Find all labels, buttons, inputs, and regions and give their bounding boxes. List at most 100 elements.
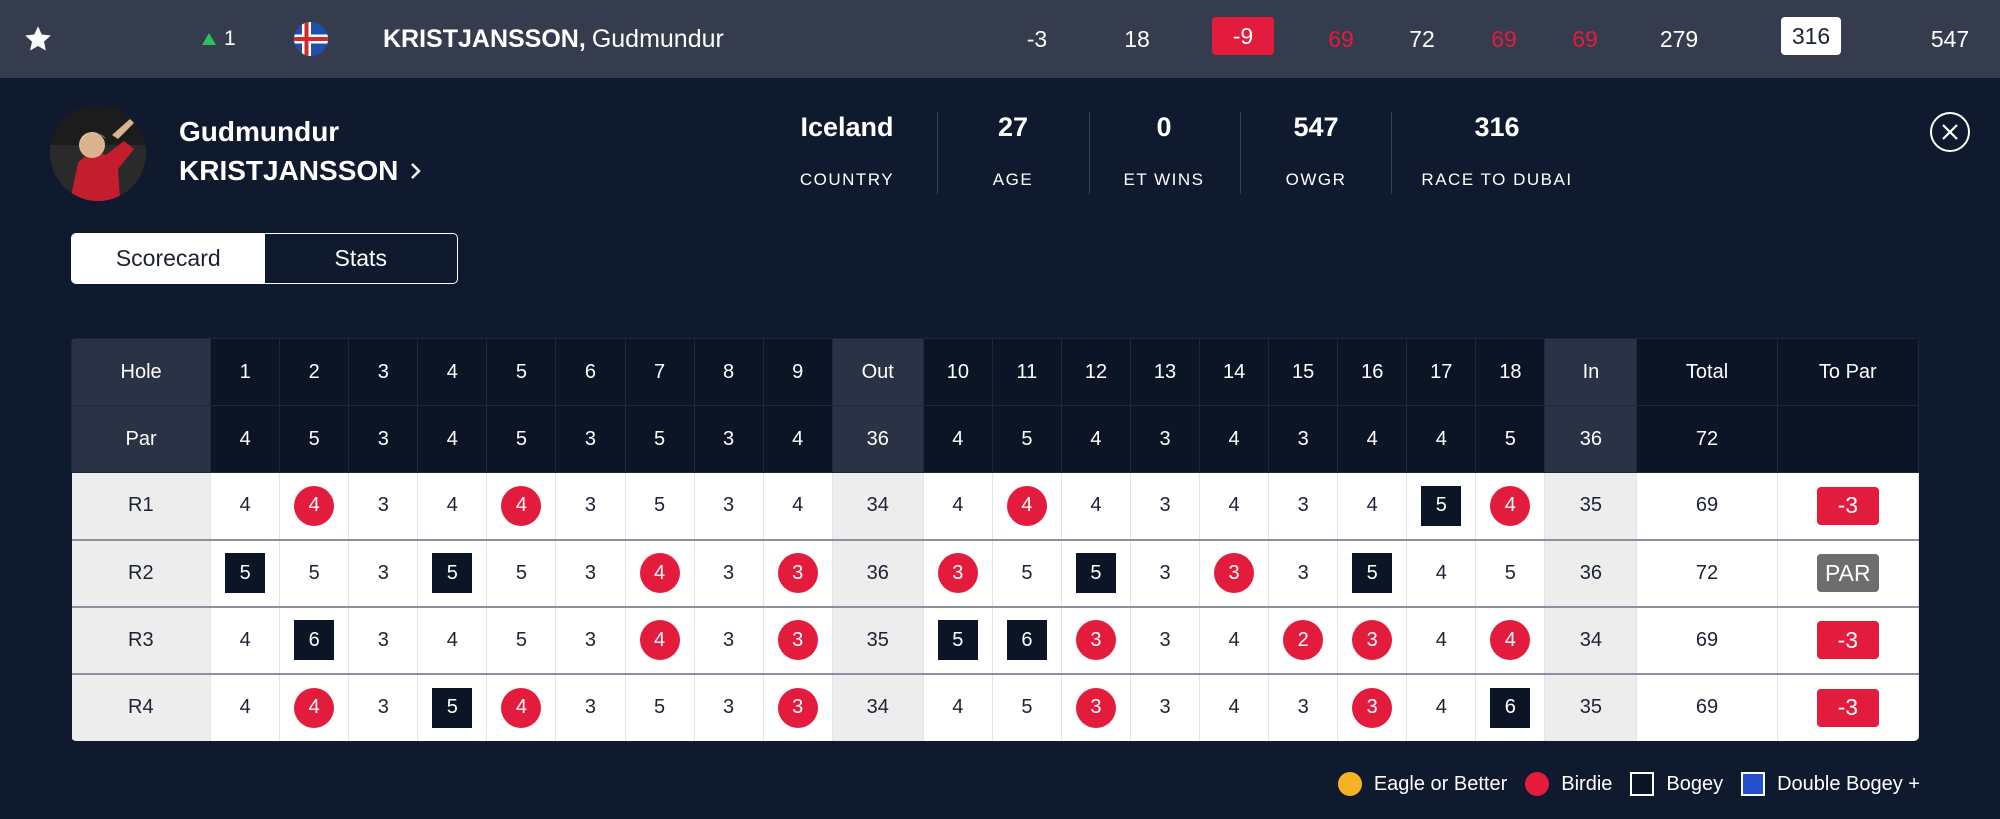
round-4-score: 69 <box>1572 25 1598 52</box>
score-cell: 3 <box>348 472 419 540</box>
player-name[interactable]: KRISTJANSSON, Gudmundur <box>383 0 724 78</box>
total-strokes: 279 <box>1659 25 1699 52</box>
hole-header-row-cell: 4 <box>417 338 488 406</box>
par-row-cell: 36 <box>831 405 924 473</box>
birdie-marker: 3 <box>1352 620 1393 660</box>
birdie-marker: 3 <box>937 553 978 593</box>
hole-header-row-cell: 15 <box>1268 338 1339 406</box>
stat-et-wins: 0 ET WINS <box>1089 112 1239 190</box>
score-cell: 6 <box>279 606 350 674</box>
legend-label: Birdie <box>1561 772 1613 795</box>
round-label: R2 <box>71 539 212 607</box>
par-row-cell: 4 <box>210 405 281 473</box>
score-cell: 3 <box>1130 472 1201 540</box>
stat-value: 27 <box>997 112 1029 142</box>
score-cell: 5 <box>210 539 281 607</box>
divider <box>937 112 938 194</box>
birdie-marker: 3 <box>1075 687 1116 728</box>
close-button[interactable] <box>1930 112 1970 152</box>
score-cell: 5 <box>486 539 557 607</box>
round-3-score: 69 <box>1491 25 1517 52</box>
score-cell: 2 <box>1268 606 1339 674</box>
score-cell: 34 <box>832 472 924 540</box>
par-row: Par 4 5 3 4 5 3 5 3 4 36 4 5 4 3 4 3 4 4 5 36 72 <box>71 405 1919 473</box>
bogey-marker: 6 <box>294 620 335 660</box>
player-firstname: Gudmundur <box>591 24 724 53</box>
bogey-marker: 5 <box>225 553 266 593</box>
leaderboard-row[interactable]: 1 KRISTJANSSON, Gudmundur -3 18 -9 69 72… <box>0 0 2000 78</box>
to-par-badge: -3 <box>1816 486 1879 525</box>
score-cell: 5 <box>923 606 993 674</box>
player-profile-link[interactable]: KRISTJANSSON <box>179 155 422 187</box>
score-cell: 4 <box>486 472 557 540</box>
birdie-marker: 4 <box>1490 620 1531 660</box>
score-cell: 4 <box>1406 606 1477 674</box>
birdie-marker: 4 <box>294 485 335 526</box>
par-row-cell: 5 <box>486 405 557 473</box>
birdie-marker: 4 <box>639 620 680 660</box>
score-cell: 6 <box>1475 673 1546 741</box>
bogey-marker: 6 <box>1006 620 1047 660</box>
birdie-marker: 4 <box>1490 485 1531 526</box>
score-cell: 3 <box>555 472 626 540</box>
scorecard-table: Hole 1 2 3 4 5 6 7 8 9 Out 10 11 12 13 14 15 16 17 18 In Tota… <box>71 338 1919 741</box>
tab-scorecard[interactable]: Scorecard <box>72 234 265 283</box>
bogey-marker: 5 <box>937 620 978 660</box>
legend-swatch-icon <box>1525 772 1550 796</box>
round-label: R1 <box>71 472 212 540</box>
stat-label: AGE <box>992 170 1034 189</box>
score-cell: 4 <box>625 606 695 674</box>
birdie-marker: 3 <box>1352 687 1393 728</box>
score-cell: 69 <box>1636 673 1778 741</box>
birdie-marker: 2 <box>1283 620 1324 660</box>
score-cell: 3 <box>923 539 993 607</box>
divider <box>1391 112 1392 194</box>
score-cell: 5 <box>279 539 350 607</box>
score-cell: 4 <box>279 673 350 741</box>
score-cell: 5 <box>992 539 1062 607</box>
today-score-badge: -9 <box>1212 17 1274 55</box>
bogey-marker: 5 <box>432 553 473 593</box>
score-cell: 5 <box>417 539 488 607</box>
birdie-marker: 4 <box>501 485 542 526</box>
view-tabs: Scorecard Stats <box>71 233 458 284</box>
score-cell: 5 <box>992 673 1062 741</box>
score-cell: 5 <box>417 673 488 741</box>
stat-age: 27 AGE <box>938 112 1088 190</box>
score-cell: 4 <box>417 606 488 674</box>
round-2-score: 72 <box>1409 25 1435 52</box>
score-cell: 3 <box>348 673 419 741</box>
hole-header-row-cell: 5 <box>486 338 557 406</box>
score-cell: 3 <box>694 673 764 741</box>
tab-stats[interactable]: Stats <box>334 245 387 271</box>
score-cell: 3 <box>1268 673 1339 741</box>
score-cell: PAR <box>1777 539 1919 607</box>
score-cell: 4 <box>763 472 833 540</box>
score-cell: 5 <box>625 673 695 741</box>
par-row-cell: 72 <box>1636 405 1778 473</box>
score-cell: 69 <box>1636 472 1778 540</box>
par-row-cell: 5 <box>279 405 350 473</box>
score-cell: 4 <box>1475 472 1546 540</box>
round-label: R3 <box>71 606 212 674</box>
legend-item: Double Bogey + <box>1741 772 1920 796</box>
score-cell: 3 <box>1061 606 1131 674</box>
score-cell: 34 <box>832 673 924 741</box>
score-cell: 4 <box>923 472 993 540</box>
score-cell: 3 <box>694 606 764 674</box>
score-cell: 5 <box>1475 539 1546 607</box>
favorite-star-icon[interactable] <box>20 0 56 78</box>
score-cell: 4 <box>417 472 488 540</box>
par-row-cell: 5 <box>991 405 1062 473</box>
close-icon <box>1942 124 1958 140</box>
hole-header-row-cell: 8 <box>693 338 764 406</box>
hole-header-row-cell: 1 <box>210 338 281 406</box>
hole-header-row: Hole 1 2 3 4 5 6 7 8 9 Out 10 11 12 13 14 15 16 17 18 In Tota… <box>71 338 1919 406</box>
score-cell: 4 <box>992 472 1062 540</box>
owgr-value: 547 <box>1930 25 1970 52</box>
par-row-cell: 3 <box>693 405 764 473</box>
score-cell: 4 <box>1199 673 1270 741</box>
score-cell: 35 <box>832 606 924 674</box>
hole-header-row-cell: To Par <box>1776 338 1919 406</box>
score-cell: 34 <box>1544 606 1638 674</box>
